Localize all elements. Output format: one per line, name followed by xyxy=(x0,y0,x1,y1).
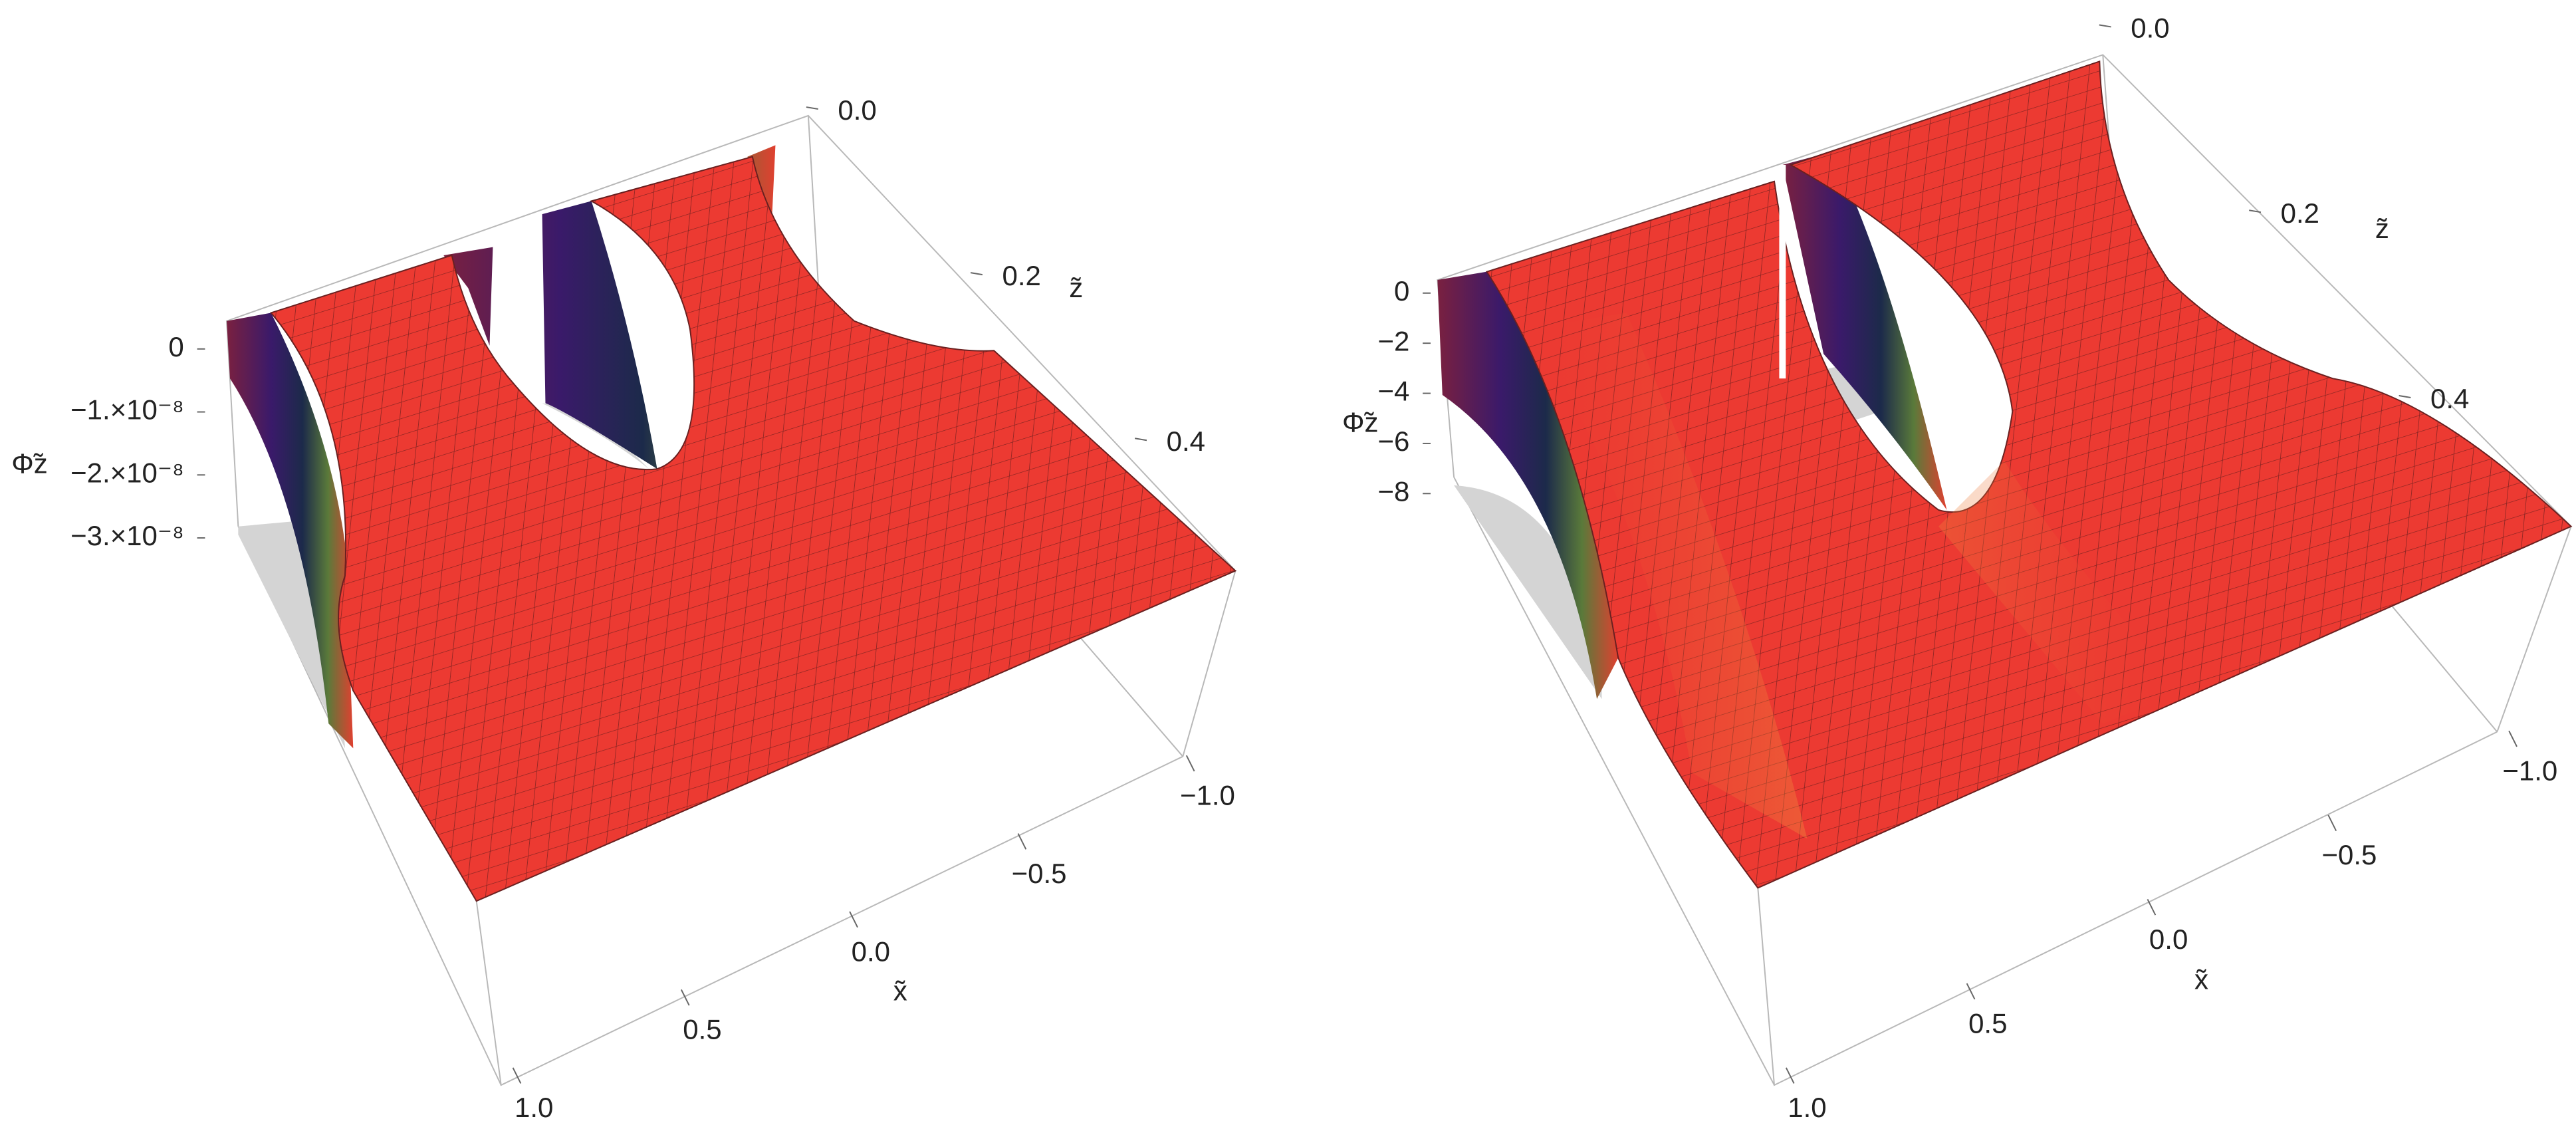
z-tick-label: −2.×10⁻⁸ xyxy=(70,457,184,488)
x-tick-label: −1.0 xyxy=(1180,780,1235,811)
tick-mark xyxy=(1135,438,1147,441)
tick-mark xyxy=(2249,209,2262,213)
z-tick-label: −1.×10⁻⁸ xyxy=(70,394,184,426)
y-tick-label: 0.2 xyxy=(2281,197,2319,229)
tick-mark xyxy=(849,911,858,928)
panel-left xyxy=(225,114,1237,1086)
wall xyxy=(1437,271,1619,699)
x-axis-label: x̃ xyxy=(2194,963,2208,995)
x-tick-label: 1.0 xyxy=(515,1092,553,1123)
x-tick-label: 0.0 xyxy=(2149,924,2188,955)
x-tick-label: 0.5 xyxy=(1968,1007,2007,1039)
z-tick-label: 0 xyxy=(168,331,183,362)
z-tick-label: −4 xyxy=(1377,376,1409,407)
tick-mark xyxy=(2399,395,2411,398)
z-axis-label: Φ̃z xyxy=(11,447,48,479)
tick-mark xyxy=(2327,815,2337,831)
y-tick-label: 0.4 xyxy=(2430,383,2469,414)
z-tick-label: −2 xyxy=(1377,325,1409,356)
y-tick-label: 0.0 xyxy=(838,94,876,126)
tick-mark xyxy=(1966,983,1976,1000)
y-axis-label: z̃ xyxy=(1069,272,1083,303)
x-tick-label: −0.5 xyxy=(2321,839,2377,870)
tick-mark xyxy=(2099,24,2111,28)
shading xyxy=(1528,313,2185,839)
x-tick-label: 1.0 xyxy=(1788,1092,1826,1123)
tick-mark xyxy=(806,106,818,110)
tick-mark xyxy=(1185,755,1195,772)
z-tick-label: −6 xyxy=(1377,426,1409,457)
z-axis-label: Φ̃z xyxy=(1342,407,1379,438)
y-axis-label: z̃ xyxy=(2375,213,2389,244)
z-tick-label: −3.×10⁻⁸ xyxy=(70,520,184,551)
z-tick-label: 0 xyxy=(1394,275,1409,307)
wall xyxy=(227,313,354,749)
surface xyxy=(270,156,1237,902)
wall xyxy=(443,145,776,469)
x-tick-label: −1.0 xyxy=(2502,755,2557,787)
tick-mark xyxy=(1017,833,1027,850)
x-axis-label: x̃ xyxy=(893,975,907,1007)
y-tick-label: 0.4 xyxy=(1167,426,1205,457)
tick-mark xyxy=(2147,899,2157,916)
z-tick-label: −8 xyxy=(1377,475,1409,507)
tick-mark xyxy=(512,1067,522,1084)
tick-mark xyxy=(970,272,983,276)
y-tick-label: 0.2 xyxy=(1002,260,1040,291)
y-tick-label: 0.0 xyxy=(2131,12,2169,43)
tick-mark xyxy=(680,989,690,1006)
wall xyxy=(1782,152,1947,511)
x-tick-label: 0.0 xyxy=(852,936,890,967)
x-tick-label: 0.5 xyxy=(683,1014,721,1045)
tick-mark xyxy=(2508,730,2517,747)
tick-mark xyxy=(1785,1067,1795,1084)
panel-right xyxy=(1436,54,2573,1086)
x-tick-label: −0.5 xyxy=(1012,858,1067,889)
